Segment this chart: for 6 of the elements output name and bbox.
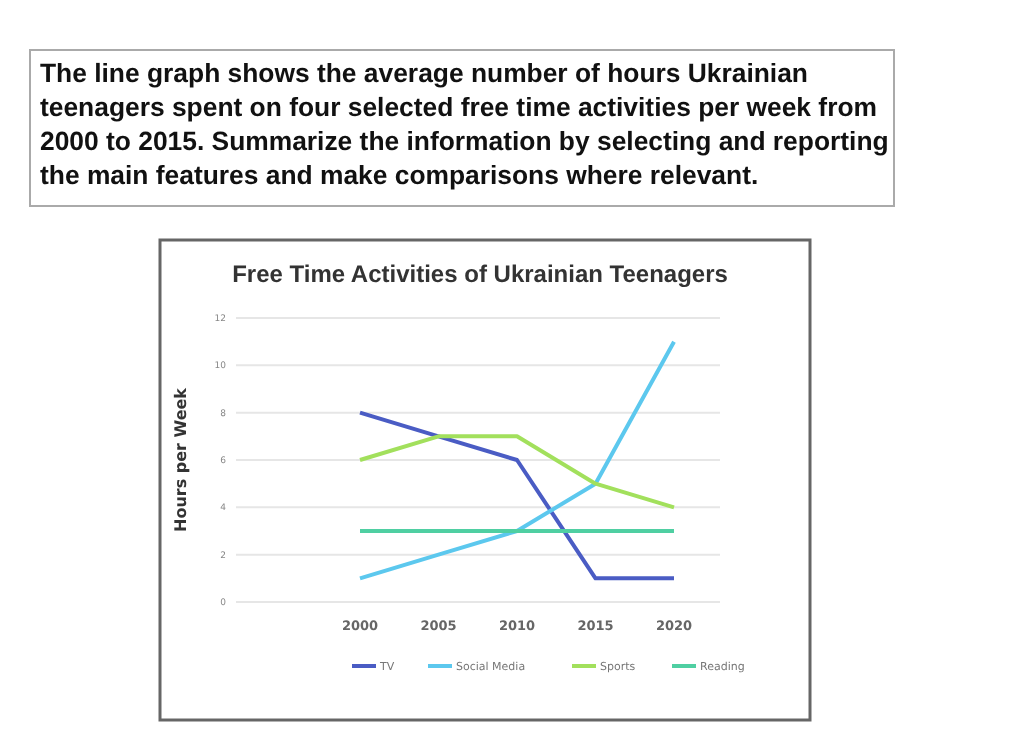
line-series [358, 339, 676, 581]
text: The line graph shows the average number of hours Ukrainian teenagers spent on four selected free time activities per week from 2000 to 2015. Summarize the information by selecting and reporting the main features and make comparisons where relevant. [40, 56, 890, 192]
chart-title: Free Time Activities of Ukrainian Teenagers [232, 260, 729, 288]
line-series [358, 434, 676, 510]
line-series [358, 410, 676, 581]
y-axis-title: Hours per Week [172, 386, 190, 532]
